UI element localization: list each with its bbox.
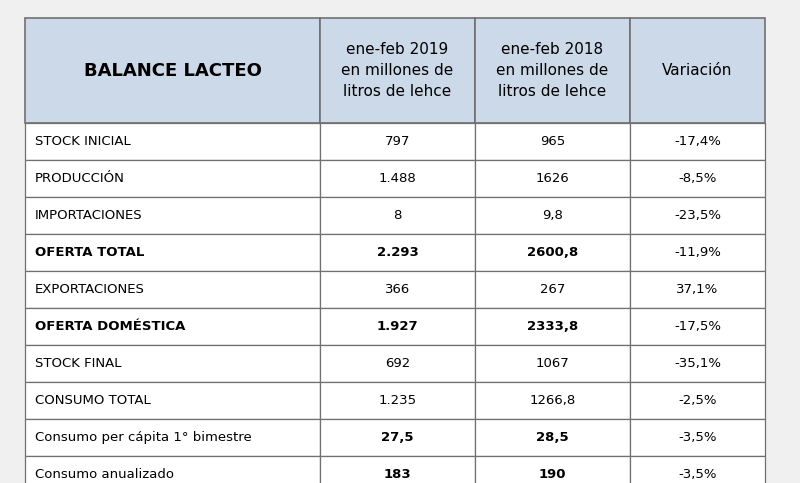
Bar — [475, 123, 630, 160]
Text: 797: 797 — [385, 135, 410, 148]
Bar — [25, 271, 320, 308]
Bar — [475, 456, 630, 483]
Text: Variación: Variación — [662, 63, 733, 78]
Text: STOCK FINAL: STOCK FINAL — [35, 357, 122, 370]
Bar — [630, 456, 765, 483]
Text: 965: 965 — [540, 135, 565, 148]
Bar — [320, 271, 475, 308]
Text: -3,5%: -3,5% — [678, 431, 717, 444]
Bar — [630, 18, 765, 123]
Bar — [475, 271, 630, 308]
Text: BALANCE LACTEO: BALANCE LACTEO — [83, 61, 262, 80]
Bar — [630, 197, 765, 234]
Text: EXPORTACIONES: EXPORTACIONES — [35, 283, 145, 296]
Bar — [320, 456, 475, 483]
Text: -2,5%: -2,5% — [678, 394, 717, 407]
Text: 366: 366 — [385, 283, 410, 296]
Text: 190: 190 — [538, 468, 566, 481]
Text: -17,4%: -17,4% — [674, 135, 721, 148]
Text: -23,5%: -23,5% — [674, 209, 721, 222]
Bar — [320, 382, 475, 419]
Bar — [630, 271, 765, 308]
Bar — [630, 308, 765, 345]
Text: OFERTA DOMÉSTICA: OFERTA DOMÉSTICA — [35, 320, 186, 333]
Text: 27,5: 27,5 — [382, 431, 414, 444]
Text: 28,5: 28,5 — [536, 431, 569, 444]
Bar — [630, 160, 765, 197]
Text: 1.235: 1.235 — [378, 394, 417, 407]
Text: ene-feb 2018
en millones de
litros de lehce: ene-feb 2018 en millones de litros de le… — [496, 42, 609, 99]
Text: 267: 267 — [540, 283, 565, 296]
Text: STOCK INICIAL: STOCK INICIAL — [35, 135, 130, 148]
Text: -17,5%: -17,5% — [674, 320, 721, 333]
Text: 1626: 1626 — [536, 172, 570, 185]
Text: 37,1%: 37,1% — [676, 283, 718, 296]
Text: -11,9%: -11,9% — [674, 246, 721, 259]
Bar — [475, 308, 630, 345]
Bar — [630, 419, 765, 456]
Text: -35,1%: -35,1% — [674, 357, 721, 370]
Text: Consumo per cápita 1° bimestre: Consumo per cápita 1° bimestre — [35, 431, 252, 444]
Text: 1.488: 1.488 — [378, 172, 416, 185]
Bar — [320, 18, 475, 123]
Text: OFERTA TOTAL: OFERTA TOTAL — [35, 246, 144, 259]
Bar — [475, 382, 630, 419]
Text: 8: 8 — [394, 209, 402, 222]
Text: 2333,8: 2333,8 — [527, 320, 578, 333]
Text: PRODUCCIÓN: PRODUCCIÓN — [35, 172, 125, 185]
Bar — [25, 123, 320, 160]
Text: 183: 183 — [384, 468, 411, 481]
Text: ene-feb 2019
en millones de
litros de lehce: ene-feb 2019 en millones de litros de le… — [342, 42, 454, 99]
Bar — [25, 160, 320, 197]
Bar — [320, 419, 475, 456]
Bar — [25, 308, 320, 345]
Bar — [475, 18, 630, 123]
Text: -3,5%: -3,5% — [678, 468, 717, 481]
Bar — [25, 197, 320, 234]
Bar — [630, 382, 765, 419]
Bar — [320, 234, 475, 271]
Text: 1266,8: 1266,8 — [530, 394, 576, 407]
Bar — [25, 456, 320, 483]
Bar — [475, 234, 630, 271]
Bar — [320, 308, 475, 345]
Text: Consumo anualizado: Consumo anualizado — [35, 468, 174, 481]
Text: -8,5%: -8,5% — [678, 172, 717, 185]
Text: 2.293: 2.293 — [377, 246, 418, 259]
Text: 2600,8: 2600,8 — [527, 246, 578, 259]
Bar — [475, 160, 630, 197]
Bar — [25, 382, 320, 419]
Bar — [320, 160, 475, 197]
Bar — [320, 197, 475, 234]
Bar — [25, 234, 320, 271]
Bar — [630, 234, 765, 271]
Text: 1.927: 1.927 — [377, 320, 418, 333]
Text: 9,8: 9,8 — [542, 209, 563, 222]
Text: 692: 692 — [385, 357, 410, 370]
Bar — [475, 345, 630, 382]
Bar — [320, 123, 475, 160]
Text: 1067: 1067 — [536, 357, 570, 370]
Bar — [25, 419, 320, 456]
Text: CONSUMO TOTAL: CONSUMO TOTAL — [35, 394, 150, 407]
Bar — [475, 197, 630, 234]
Bar — [320, 345, 475, 382]
Bar — [475, 419, 630, 456]
Text: IMPORTACIONES: IMPORTACIONES — [35, 209, 142, 222]
Bar — [25, 345, 320, 382]
Bar — [25, 18, 320, 123]
Bar — [630, 123, 765, 160]
Bar — [630, 345, 765, 382]
